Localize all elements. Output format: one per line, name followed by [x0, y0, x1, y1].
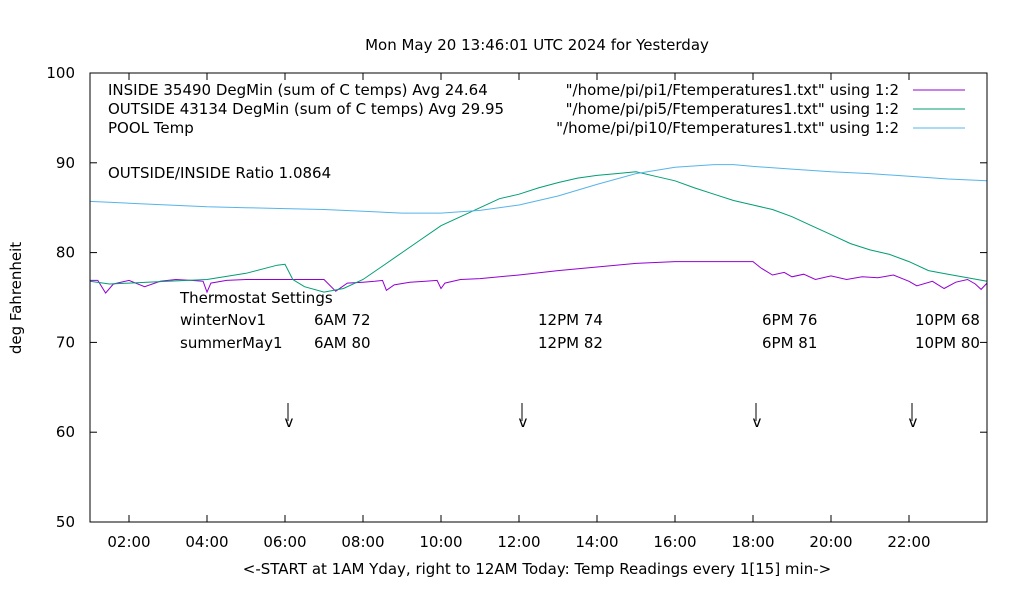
legend-name-2: POOL Temp [108, 119, 194, 137]
legend: INSIDE 35490 DegMin (sum of C temps) Avg… [108, 81, 965, 137]
thermostat-setting: 6AM 72 [314, 311, 371, 329]
time-marker-glyph: v [909, 413, 918, 431]
x-tick-label: 16:00 [653, 533, 696, 551]
time-marker-glyph: v [519, 413, 528, 431]
plot-frame [89, 72, 988, 523]
x-tick-label: 04:00 [185, 533, 228, 551]
thermostat-setting: 12PM 82 [538, 334, 603, 352]
series-line-0 [90, 261, 988, 294]
thermostat-setting: 6AM 80 [314, 334, 371, 352]
time-marker-glyph: v [285, 413, 294, 431]
y-tick-label: 70 [56, 333, 75, 351]
thermostat-setting: 12PM 74 [538, 311, 603, 329]
x-axis-label: <-START at 1AM Yday, right to 12AM Today… [243, 560, 831, 578]
thermostat-setting: 10PM 80 [915, 334, 980, 352]
y-tick-label: 50 [56, 513, 75, 531]
thermostat-title: Thermostat Settings [179, 289, 333, 307]
chart-title: Mon May 20 13:46:01 UTC 2024 for Yesterd… [365, 36, 709, 54]
ratio-annotation: OUTSIDE/INSIDE Ratio 1.0864 [108, 164, 331, 182]
x-tick-label: 12:00 [497, 533, 540, 551]
x-tick-label: 14:00 [575, 533, 618, 551]
annotation-layer: OUTSIDE/INSIDE Ratio 1.0864 Thermostat Se… [108, 164, 980, 431]
x-tick-label: 08:00 [341, 533, 384, 551]
series-line-1 [89, 171, 988, 293]
y-axis-label: deg Fahrenheit [7, 242, 25, 354]
x-tick-label: 20:00 [809, 533, 852, 551]
series-layer [89, 164, 988, 294]
legend-source-1: "/home/pi/pi5/Ftemperatures1.txt" using … [566, 100, 899, 118]
thermostat-setting: 6PM 76 [762, 311, 817, 329]
x-tick-label: 10:00 [419, 533, 462, 551]
y-tick-label: 100 [46, 64, 75, 82]
thermostat-row-label: summerMay1 [180, 334, 283, 352]
legend-name-1: OUTSIDE 43134 DegMin (sum of C temps) Av… [108, 100, 504, 118]
thermostat-setting: 6PM 81 [762, 334, 817, 352]
x-tick-label: 18:00 [731, 533, 774, 551]
legend-name-0: INSIDE 35490 DegMin (sum of C temps) Avg… [108, 81, 488, 99]
y-tick-label: 60 [56, 423, 75, 441]
time-marker-glyph: v [753, 413, 762, 431]
y-tick-label: 90 [56, 154, 75, 172]
legend-source-2: "/home/pi/pi10/Ftemperatures1.txt" using… [556, 119, 899, 137]
series-line-2 [89, 164, 988, 214]
thermostat-row-label: winterNov1 [180, 311, 266, 329]
axis-ticks: 50 60 70 80 90 100 02:00 04:00 06:00 08:00 10:00 12… [46, 64, 987, 551]
x-tick-label: 06:00 [263, 533, 306, 551]
x-tick-label: 02:00 [107, 533, 150, 551]
legend-source-0: "/home/pi/pi1/Ftemperatures1.txt" using … [566, 81, 899, 99]
thermostat-setting: 10PM 68 [915, 311, 980, 329]
y-tick-label: 80 [56, 244, 75, 262]
x-tick-label: 22:00 [887, 533, 930, 551]
